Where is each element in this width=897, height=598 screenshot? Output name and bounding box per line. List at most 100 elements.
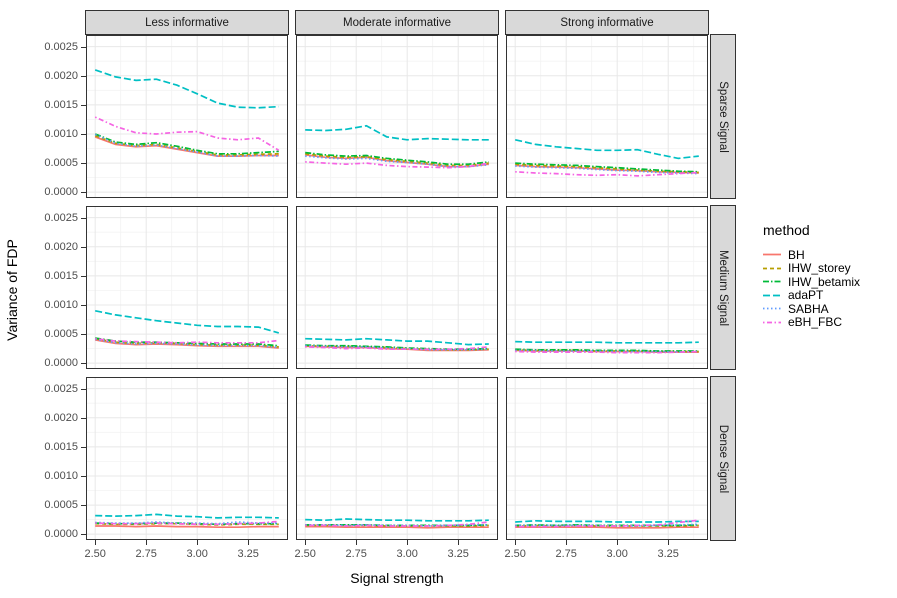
legend-key-line-BH — [763, 253, 781, 256]
series-line-adaPT — [305, 124, 489, 141]
x-tick-mark — [515, 540, 517, 545]
y-tick-label: 0.0000 — [44, 357, 78, 370]
legend-label: BH — [788, 247, 805, 262]
series-line-IHW_betamix — [95, 337, 279, 347]
y-tick-mark — [81, 388, 86, 390]
series-line-SABHA — [95, 521, 279, 525]
x-tick-label: 2.75 — [555, 548, 577, 560]
panel-sparse-signal-less-informative — [86, 35, 288, 198]
panel-dense-signal-moderate-informative — [296, 377, 498, 540]
series-line-SABHA — [515, 523, 699, 527]
legend-label: adaPT — [788, 288, 824, 303]
y-tick-mark — [81, 534, 86, 536]
x-tick-label: 2.75 — [135, 548, 157, 560]
y-tick-label: 0.0020 — [44, 69, 78, 82]
y-tick-mark — [81, 275, 86, 277]
y-tick-mark — [81, 476, 86, 477]
legend-item-eBH_FBC: eBH_FBC — [763, 315, 893, 329]
series-line-eBH_FBC — [95, 337, 279, 344]
panel-medium-signal-moderate-informative — [296, 206, 498, 369]
y-tick-mark — [81, 305, 86, 306]
x-tick-mark — [407, 540, 409, 545]
legend-item-adaPT: adaPT — [763, 288, 893, 303]
series-line-SABHA — [515, 165, 699, 175]
series-line-IHW_betamix — [95, 522, 279, 526]
series-line-adaPT — [515, 519, 699, 523]
legend-key-line-IHW_betamix — [763, 280, 781, 283]
series-line-SABHA — [95, 338, 279, 349]
legend-key-line-adaPT — [763, 294, 781, 297]
y-tick-label: 0.0010 — [44, 299, 78, 311]
series-line-eBH_FBC — [305, 346, 489, 351]
facet-row-label: Dense Signal — [717, 424, 729, 493]
y-tick-mark — [81, 505, 86, 507]
y-tick-label: 0.0025 — [44, 40, 78, 53]
x-tick-label: 2.50 — [504, 548, 526, 560]
x-axis-title: Signal strength — [350, 570, 444, 586]
facet-row-strip: Medium Signal — [710, 205, 736, 370]
y-tick-mark — [81, 163, 86, 165]
legend-label: SABHA — [788, 301, 829, 316]
y-tick-label: 0.0010 — [44, 470, 78, 482]
y-tick-label: 0.0020 — [44, 411, 78, 424]
facet-column-label: Strong informative — [560, 16, 654, 29]
series-line-eBH_FBC — [94, 116, 280, 152]
legend-label: IHW_storey — [788, 261, 851, 276]
y-tick-label: 0.0005 — [44, 157, 78, 170]
facet-column-strip: Moderate informative — [295, 10, 499, 35]
series-line-adaPT — [95, 513, 279, 519]
x-tick-mark — [668, 540, 670, 545]
facet-column-strip: Strong informative — [505, 10, 709, 35]
x-tick-mark — [566, 540, 568, 545]
series-line-eBH_FBC — [515, 519, 699, 528]
series-line-SABHA — [305, 155, 489, 168]
y-tick-label: 0.0005 — [44, 328, 78, 341]
series-line-IHW_storey — [515, 524, 699, 527]
series-line-SABHA — [305, 524, 489, 527]
y-tick-mark — [81, 446, 86, 448]
y-tick-mark — [81, 334, 86, 336]
series-line-IHW_betamix — [94, 133, 279, 155]
panel-sparse-signal-moderate-informative — [296, 35, 498, 198]
series-line-eBH_FBC — [515, 350, 699, 354]
x-tick-mark — [458, 540, 460, 545]
series-line-IHW_storey — [94, 134, 279, 156]
series-line-IHW_storey — [515, 163, 699, 174]
series-line-SABHA — [94, 133, 279, 157]
y-tick-label: 0.0025 — [44, 382, 78, 395]
x-tick-label: 2.50 — [294, 548, 316, 560]
panel-dense-signal-strong-informative — [506, 377, 708, 540]
panel-medium-signal-less-informative — [86, 206, 288, 369]
y-tick-mark — [81, 75, 86, 77]
legend-item-SABHA: SABHA — [763, 302, 893, 316]
y-tick-label: 0.0010 — [44, 128, 78, 140]
y-tick-label: 0.0005 — [44, 499, 78, 512]
series-line-adaPT — [305, 337, 489, 346]
y-tick-mark — [81, 192, 86, 194]
x-tick-label: 2.75 — [345, 548, 367, 560]
facet-row-label: Medium Signal — [717, 249, 730, 326]
x-tick-label: 3.00 — [186, 548, 208, 560]
x-tick-label: 3.25 — [237, 548, 259, 560]
y-tick-label: 0.0025 — [44, 211, 78, 224]
x-tick-label: 3.25 — [657, 548, 679, 560]
series-line-IHW_storey — [305, 344, 489, 351]
series-line-BH — [95, 525, 279, 529]
legend: method BH IHW_storey IHW_betamix adaPT SABHA… — [763, 222, 893, 329]
series-line-SABHA — [305, 344, 489, 351]
series-line-IHW_betamix — [515, 162, 699, 173]
series-line-eBH_FBC — [305, 521, 489, 527]
y-tick-label: 0.0015 — [44, 98, 78, 111]
y-tick-mark — [81, 217, 86, 219]
series-line-eBH_FBC — [95, 520, 279, 526]
legend-label: IHW_betamix — [788, 274, 861, 289]
series-line-eBH_FBC — [515, 170, 699, 177]
series-line-eBH_FBC — [305, 161, 489, 169]
y-tick-mark — [81, 246, 86, 248]
y-tick-label: 0.0000 — [44, 186, 78, 199]
y-tick-label: 0.0020 — [44, 240, 78, 253]
x-tick-mark — [305, 540, 307, 545]
legend-key-line-eBH_FBC — [763, 321, 781, 324]
x-tick-mark — [248, 540, 250, 545]
